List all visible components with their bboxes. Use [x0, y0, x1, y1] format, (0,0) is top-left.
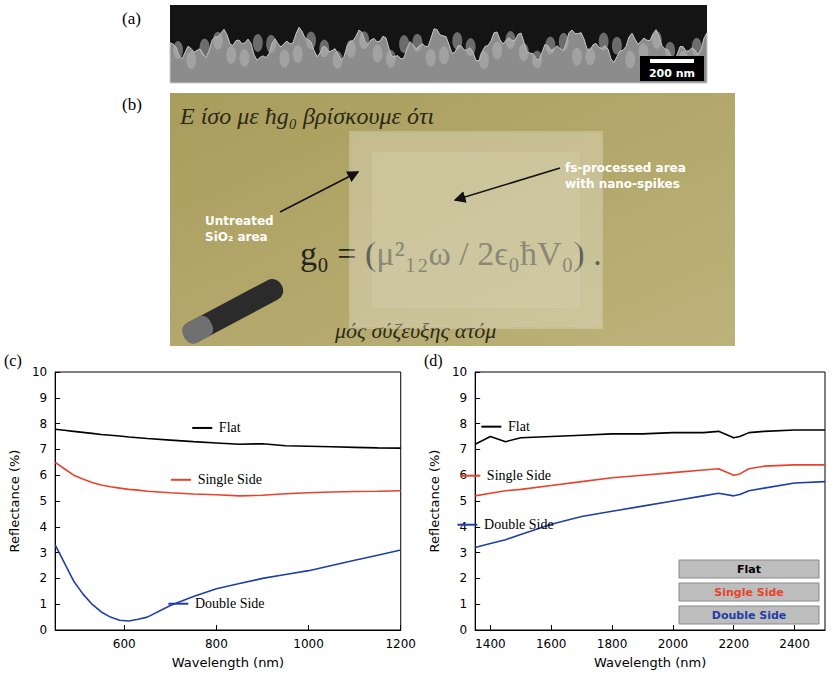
- svg-text:Single Side: Single Side: [487, 468, 551, 483]
- svg-text:10: 10: [32, 365, 47, 379]
- svg-text:600: 600: [113, 637, 136, 651]
- svg-text:Wavelength (nm): Wavelength (nm): [594, 655, 706, 670]
- svg-text:2200: 2200: [718, 637, 749, 651]
- svg-text:1600: 1600: [536, 637, 567, 651]
- svg-text:(d): (d): [424, 352, 443, 370]
- svg-text:200 nm: 200 nm: [649, 67, 695, 80]
- svg-text:1: 1: [460, 597, 468, 611]
- svg-text:Double Side: Double Side: [484, 517, 554, 532]
- svg-text:5: 5: [460, 494, 468, 508]
- svg-text:Single Side: Single Side: [714, 586, 784, 599]
- svg-text:1800: 1800: [597, 637, 628, 651]
- svg-text:7: 7: [40, 442, 48, 456]
- svg-text:Flat: Flat: [219, 420, 241, 435]
- svg-text:2: 2: [40, 571, 48, 585]
- svg-text:800: 800: [205, 637, 228, 651]
- svg-text:fs-processed area: fs-processed area: [565, 161, 686, 175]
- svg-text:SiO₂ area: SiO₂ area: [205, 230, 268, 244]
- svg-text:1400: 1400: [475, 637, 506, 651]
- svg-text:μός σύζευξης ατόμ: μός σύζευξης ατόμ: [335, 318, 497, 343]
- svg-text:Untreated: Untreated: [205, 214, 274, 228]
- svg-text:Double Side: Double Side: [712, 609, 786, 622]
- svg-text:4: 4: [460, 520, 468, 534]
- svg-text:2: 2: [460, 571, 468, 585]
- svg-text:Reflectance (%): Reflectance (%): [7, 450, 22, 553]
- svg-text:3: 3: [460, 546, 468, 560]
- svg-text:Reflectance (%): Reflectance (%): [427, 450, 442, 553]
- svg-text:6: 6: [459, 468, 468, 483]
- svg-text:0: 0: [460, 623, 468, 637]
- svg-text:(c): (c): [4, 352, 22, 370]
- svg-text:6: 6: [40, 468, 48, 482]
- svg-text:4: 4: [40, 520, 48, 534]
- svg-text:E ίσο με ħg₀ βρίσκουμε ότι: E ίσο με ħg₀ βρίσκουμε ότι: [179, 103, 434, 129]
- svg-text:2000: 2000: [658, 637, 689, 651]
- svg-text:5: 5: [40, 494, 48, 508]
- svg-text:8: 8: [40, 417, 48, 431]
- svg-text:0: 0: [40, 623, 48, 637]
- svg-text:(b): (b): [122, 95, 142, 114]
- svg-text:Flat: Flat: [737, 563, 761, 576]
- svg-text:7: 7: [460, 442, 468, 456]
- svg-text:Single Side: Single Side: [198, 472, 262, 487]
- svg-text:with nano-spikes: with nano-spikes: [565, 177, 680, 191]
- svg-text:Wavelength (nm): Wavelength (nm): [172, 655, 284, 670]
- svg-text:1: 1: [40, 597, 48, 611]
- svg-text:1200: 1200: [385, 637, 416, 651]
- svg-text:1000: 1000: [293, 637, 324, 651]
- svg-text:Flat: Flat: [508, 419, 530, 434]
- svg-text:2400: 2400: [779, 637, 810, 651]
- svg-text:3: 3: [40, 546, 48, 560]
- svg-text:Double Side: Double Side: [195, 596, 265, 611]
- svg-text:10: 10: [452, 365, 467, 379]
- svg-text:8: 8: [460, 417, 468, 431]
- svg-text:(a): (a): [122, 9, 141, 28]
- svg-text:9: 9: [460, 391, 468, 405]
- svg-text:9: 9: [40, 391, 48, 405]
